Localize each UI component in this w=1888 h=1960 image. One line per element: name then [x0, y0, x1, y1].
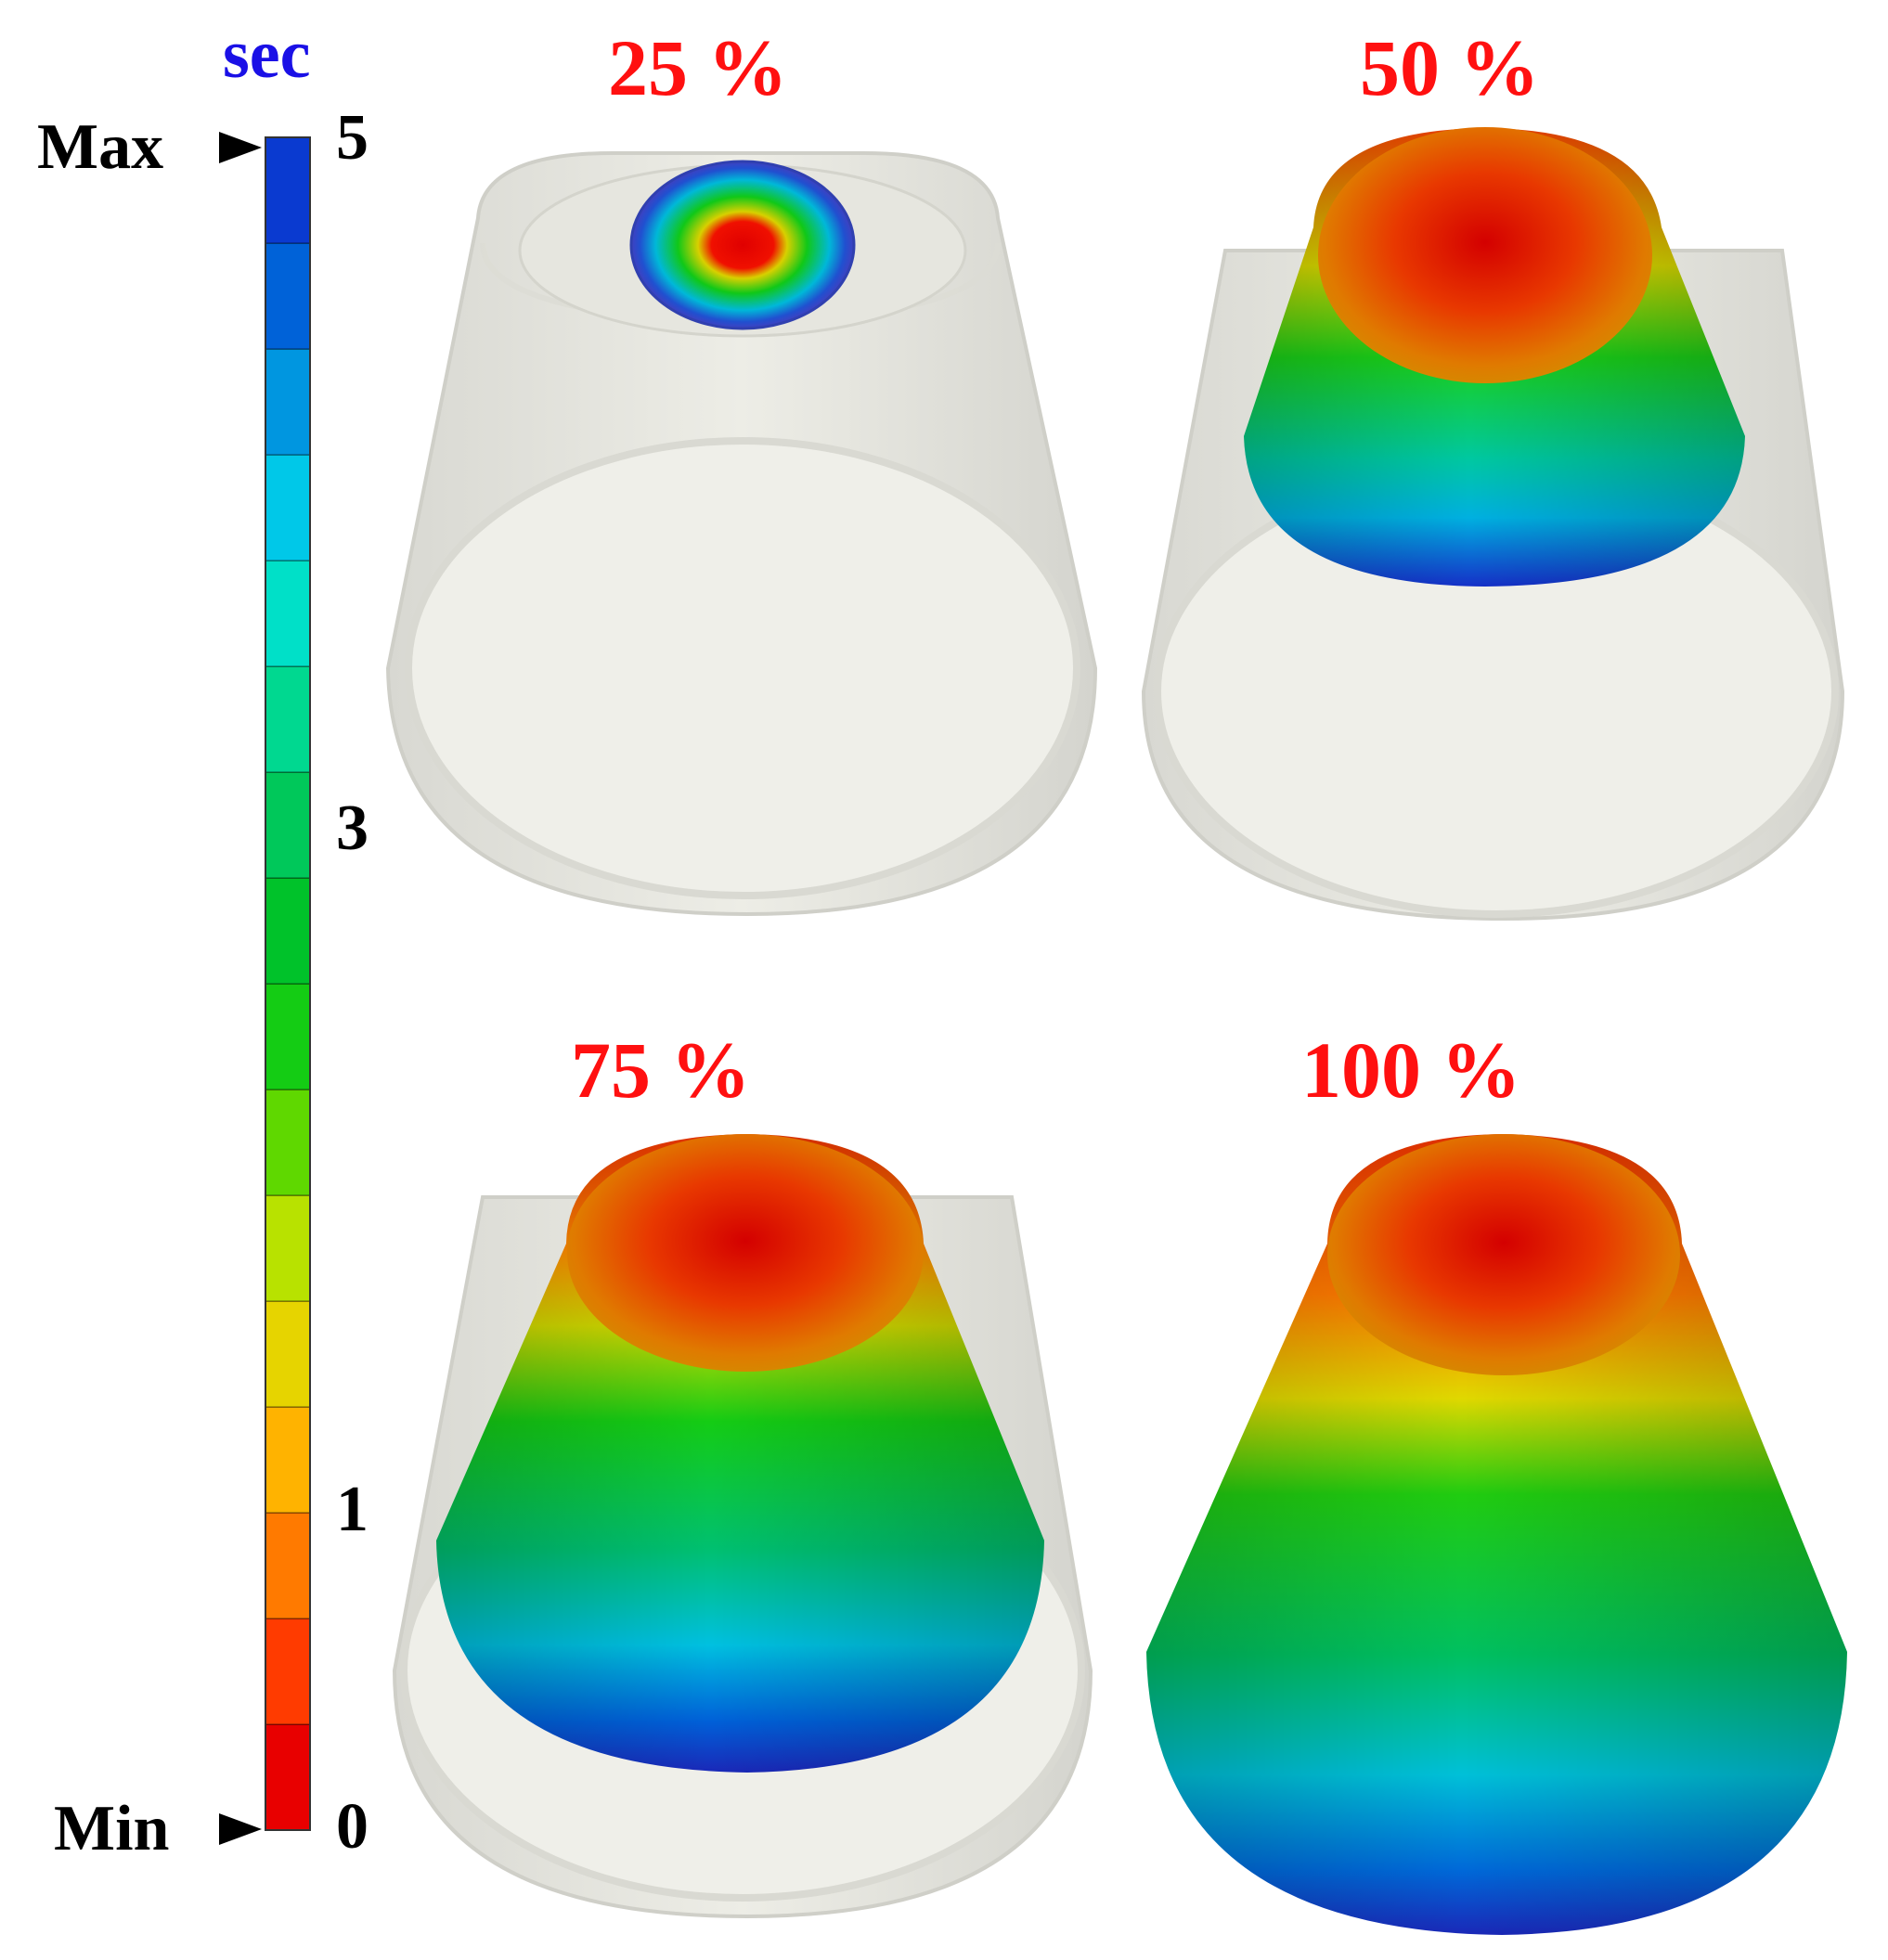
colorbar-segment [265, 1194, 311, 1302]
colorbar [265, 136, 311, 1831]
min-arrow-icon [219, 1813, 262, 1845]
colorbar-segment [265, 983, 311, 1090]
colorbar-segment [265, 877, 311, 985]
panel-label-25: 25 % [608, 23, 788, 112]
colorbar-segment [265, 1723, 311, 1831]
legend-min-label: Min [54, 1793, 170, 1864]
legend-unit: sec [223, 17, 311, 93]
cone-panel-50 [1141, 127, 1845, 922]
legend-tick-5: 5 [336, 102, 369, 174]
panel-label-50: 50 % [1360, 23, 1540, 112]
cone-panel-75 [392, 1134, 1093, 1919]
panel-label-75: 75 % [571, 1025, 751, 1115]
colorbar-frame [265, 136, 311, 1831]
colorbar-segment [265, 665, 311, 773]
legend-tick-1: 1 [336, 1474, 369, 1545]
colorbar-segment [265, 1618, 311, 1725]
colorbar-segment [265, 1406, 311, 1514]
legend-tick-3: 3 [336, 793, 369, 864]
colorbar-segment [265, 1512, 311, 1619]
colorbar-segment [265, 348, 311, 456]
max-arrow-icon [219, 132, 262, 163]
colorbar-segment [265, 1089, 311, 1196]
legend-tick-0: 0 [336, 1791, 369, 1863]
panel-label-100: 100 % [1301, 1025, 1521, 1115]
colorbar-segment [265, 1300, 311, 1408]
colorbar-segment [265, 560, 311, 667]
cone-panel-100 [1146, 1134, 1847, 1935]
colorbar-segment [265, 136, 311, 244]
colorbar-segment [265, 454, 311, 561]
colorbar-segment [265, 242, 311, 350]
legend-max-label: Max [37, 111, 164, 183]
cone-panel-25 [385, 151, 1098, 917]
colorbar-segment [265, 771, 311, 879]
